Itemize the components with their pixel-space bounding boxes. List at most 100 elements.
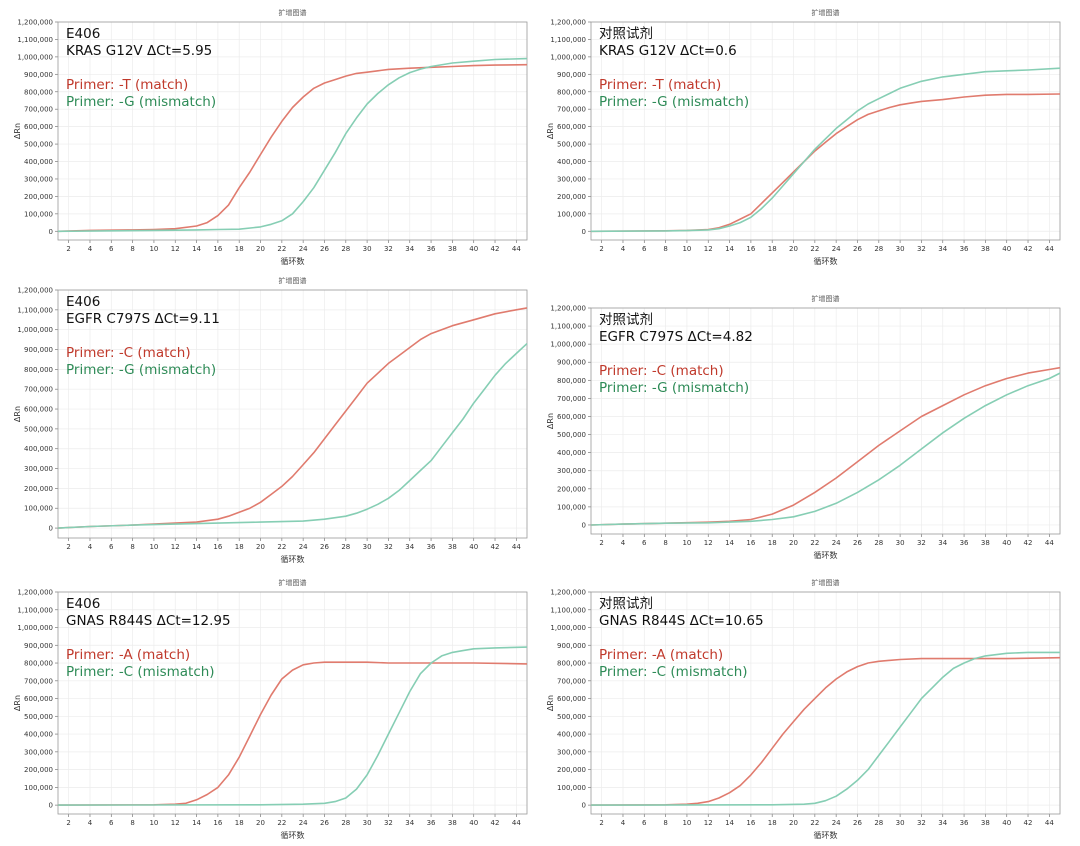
x-tick-label: 36 xyxy=(960,245,969,253)
y-tick-label: 800,000 xyxy=(557,377,586,385)
plot-frame xyxy=(590,21,1061,241)
x-tick-label: 26 xyxy=(320,819,329,827)
x-tick-label: 10 xyxy=(682,539,691,547)
x-tick-label: 32 xyxy=(917,819,926,827)
chart-title: 扩增图谱 xyxy=(812,294,840,303)
y-tick-label: 700,000 xyxy=(24,677,53,685)
x-tick-label: 4 xyxy=(621,539,626,547)
x-tick-label: 42 xyxy=(1024,539,1033,547)
x-tick-label: 40 xyxy=(469,245,478,253)
x-tick-label: 38 xyxy=(448,543,457,551)
x-tick-label: 42 xyxy=(1024,819,1033,827)
y-tick-label: 800,000 xyxy=(24,660,53,668)
x-tick-label: 18 xyxy=(235,819,244,827)
y-tick-label: 200,000 xyxy=(24,193,53,201)
x-tick-label: 18 xyxy=(768,245,777,253)
x-tick-label: 24 xyxy=(299,245,308,253)
x-tick-label: 16 xyxy=(213,245,222,253)
y-tick-label: 600,000 xyxy=(557,413,586,421)
y-tick-label: 600,000 xyxy=(557,695,586,703)
x-tick-label: 30 xyxy=(363,543,372,551)
y-tick-label: 500,000 xyxy=(24,425,53,433)
series-line-match xyxy=(57,63,528,233)
x-tick-label: 18 xyxy=(235,543,244,551)
x-tick-label: 36 xyxy=(427,819,436,827)
y-tick-label: 100,000 xyxy=(557,784,586,792)
x-axis-label: 循环数 xyxy=(814,830,838,840)
x-tick-label: 40 xyxy=(1002,819,1011,827)
x-tick-label: 20 xyxy=(789,245,798,253)
plot-frame xyxy=(57,21,528,241)
x-tick-label: 44 xyxy=(1045,539,1054,547)
y-tick-label: 1,200,000 xyxy=(550,19,586,27)
annotation-target: GNAS R844S ΔCt=12.95 xyxy=(66,613,231,629)
x-tick-label: 36 xyxy=(960,539,969,547)
y-tick-label: 0 xyxy=(582,228,586,236)
y-tick-label: 1,100,000 xyxy=(17,36,53,44)
x-tick-label: 42 xyxy=(491,543,500,551)
x-axis-label: 循环数 xyxy=(281,256,305,266)
y-tick-label: 100,000 xyxy=(557,210,586,218)
x-tick-label: 38 xyxy=(448,245,457,253)
x-axis-label: 循环数 xyxy=(281,554,305,564)
annotation-sample: 对照试剂 xyxy=(599,312,653,328)
y-tick-label: 1,200,000 xyxy=(17,589,53,597)
x-tick-label: 14 xyxy=(725,819,734,827)
x-tick-label: 38 xyxy=(981,819,990,827)
series-line-mismatch xyxy=(57,646,528,806)
x-tick-label: 2 xyxy=(66,245,70,253)
x-tick-label: 38 xyxy=(448,819,457,827)
legend-match: Primer: -T (match) xyxy=(66,77,188,93)
x-tick-label: 26 xyxy=(853,245,862,253)
x-tick-label: 2 xyxy=(66,543,70,551)
chart-title: 扩增图谱 xyxy=(812,8,840,17)
x-tick-label: 22 xyxy=(277,245,286,253)
chart-panel-2: 扩增图谱 2 4 6 8 10 12 14 16 18 20 22 24 26 28 30 32 34 36 38 40… xyxy=(543,6,1068,268)
x-tick-label: 16 xyxy=(746,819,755,827)
series-line-mismatch xyxy=(590,372,1061,526)
y-tick-label: 1,000,000 xyxy=(17,53,53,61)
y-tick-label: 200,000 xyxy=(557,193,586,201)
y-tick-label: 0 xyxy=(49,802,53,810)
y-tick-label: 100,000 xyxy=(557,503,586,511)
y-tick-label: 600,000 xyxy=(557,123,586,131)
annotation-sample: E406 xyxy=(66,294,100,310)
chart-title: 扩增图谱 xyxy=(279,276,307,285)
series-line-match xyxy=(57,307,528,529)
series-line-mismatch xyxy=(57,343,528,529)
annotation-sample: E406 xyxy=(66,26,100,42)
x-tick-label: 30 xyxy=(363,245,372,253)
x-tick-label: 36 xyxy=(960,819,969,827)
x-tick-label: 36 xyxy=(427,245,436,253)
chart-panel-1: 扩增图谱 2 4 6 8 10 12 14 16 18 20 22 24 26 28 30 32 34 36 38 40… xyxy=(10,6,535,268)
x-tick-label: 8 xyxy=(663,539,667,547)
x-tick-label: 6 xyxy=(642,539,647,547)
plot-frame xyxy=(57,289,528,539)
y-tick-label: 500,000 xyxy=(24,141,53,149)
y-axis-label: ΔRn xyxy=(546,695,555,711)
x-tick-label: 6 xyxy=(642,819,647,827)
y-tick-label: 900,000 xyxy=(24,346,53,354)
x-tick-label: 28 xyxy=(874,819,883,827)
y-axis-label: ΔRn xyxy=(13,695,22,711)
annotation-target: GNAS R844S ΔCt=10.65 xyxy=(599,613,764,629)
x-tick-label: 24 xyxy=(832,539,841,547)
x-tick-label: 10 xyxy=(682,245,691,253)
x-tick-label: 20 xyxy=(789,539,798,547)
x-tick-label: 8 xyxy=(663,819,667,827)
x-tick-label: 14 xyxy=(192,245,201,253)
x-tick-label: 34 xyxy=(938,819,947,827)
series-line-match xyxy=(590,656,1061,806)
x-tick-label: 12 xyxy=(171,819,180,827)
y-tick-label: 700,000 xyxy=(24,386,53,394)
x-tick-label: 34 xyxy=(405,543,414,551)
y-tick-label: 600,000 xyxy=(24,695,53,703)
x-tick-label: 4 xyxy=(88,819,93,827)
y-tick-label: 0 xyxy=(582,521,586,529)
legend-match: Primer: -C (match) xyxy=(599,363,724,379)
legend-match: Primer: -A (match) xyxy=(66,647,190,663)
x-tick-label: 32 xyxy=(384,819,393,827)
x-tick-label: 6 xyxy=(642,245,647,253)
